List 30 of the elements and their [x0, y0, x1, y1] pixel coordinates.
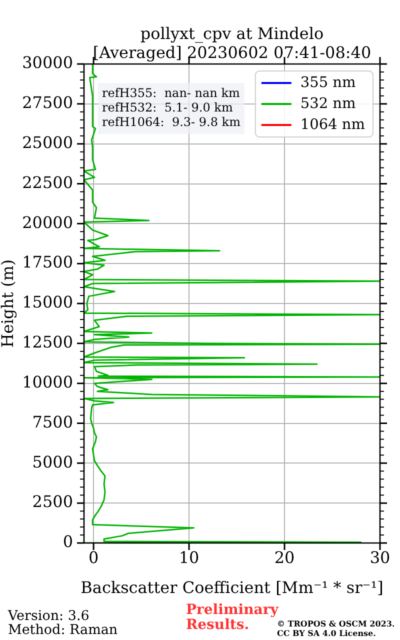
y-tick-label: 27500: [22, 93, 73, 112]
y-tick-label: 20000: [22, 212, 73, 232]
y-tick-label: 22500: [22, 172, 73, 192]
y-tick-label: 25000: [22, 132, 73, 152]
legend-label: 1064 nm: [300, 116, 366, 133]
y-tick-label: 10000: [22, 372, 73, 392]
y-axis-title: Height (m): [0, 259, 18, 348]
y-tick-label: 30000: [22, 53, 73, 72]
text: Method: Raman: [8, 622, 118, 638]
y-tick-label: 12500: [22, 332, 73, 352]
y-tick-label: 2500: [32, 492, 73, 512]
legend-label: 355 nm: [300, 74, 356, 91]
y-tick-label: 7500: [32, 412, 73, 432]
y-tick-label: 17500: [22, 252, 73, 272]
y-tick-label: 5000: [32, 452, 73, 472]
y-tick-label: 15000: [22, 292, 73, 312]
y-tick-label: 0: [62, 532, 73, 552]
x-tick-label: 30: [370, 548, 390, 567]
annotation: refH1064: 9.3- 9.8 km: [102, 115, 242, 130]
x-tick-label: 0: [88, 548, 99, 567]
legend-label: 532 nm: [300, 96, 356, 112]
x-tick-label: 20: [274, 548, 295, 567]
chart-subtitle: [Averaged] 20230602 07:41-08:40: [92, 43, 372, 62]
x-axis-title: Backscatter Coefficient [Mm⁻¹ * sr⁻¹]: [80, 578, 384, 597]
text: Version: 3.6: [7, 608, 90, 624]
chart-title: pollyxt_cpv at Mindelo: [140, 24, 324, 43]
x-tick-label: 10: [178, 548, 200, 567]
text: © TROPOS & OSCM 2023. CC BY SA 4.0 License.: [277, 618, 395, 638]
annotation: refH532: 5.1- 9.0 km: [102, 100, 234, 115]
annotation: refH355: nan- nan km: [102, 86, 240, 100]
